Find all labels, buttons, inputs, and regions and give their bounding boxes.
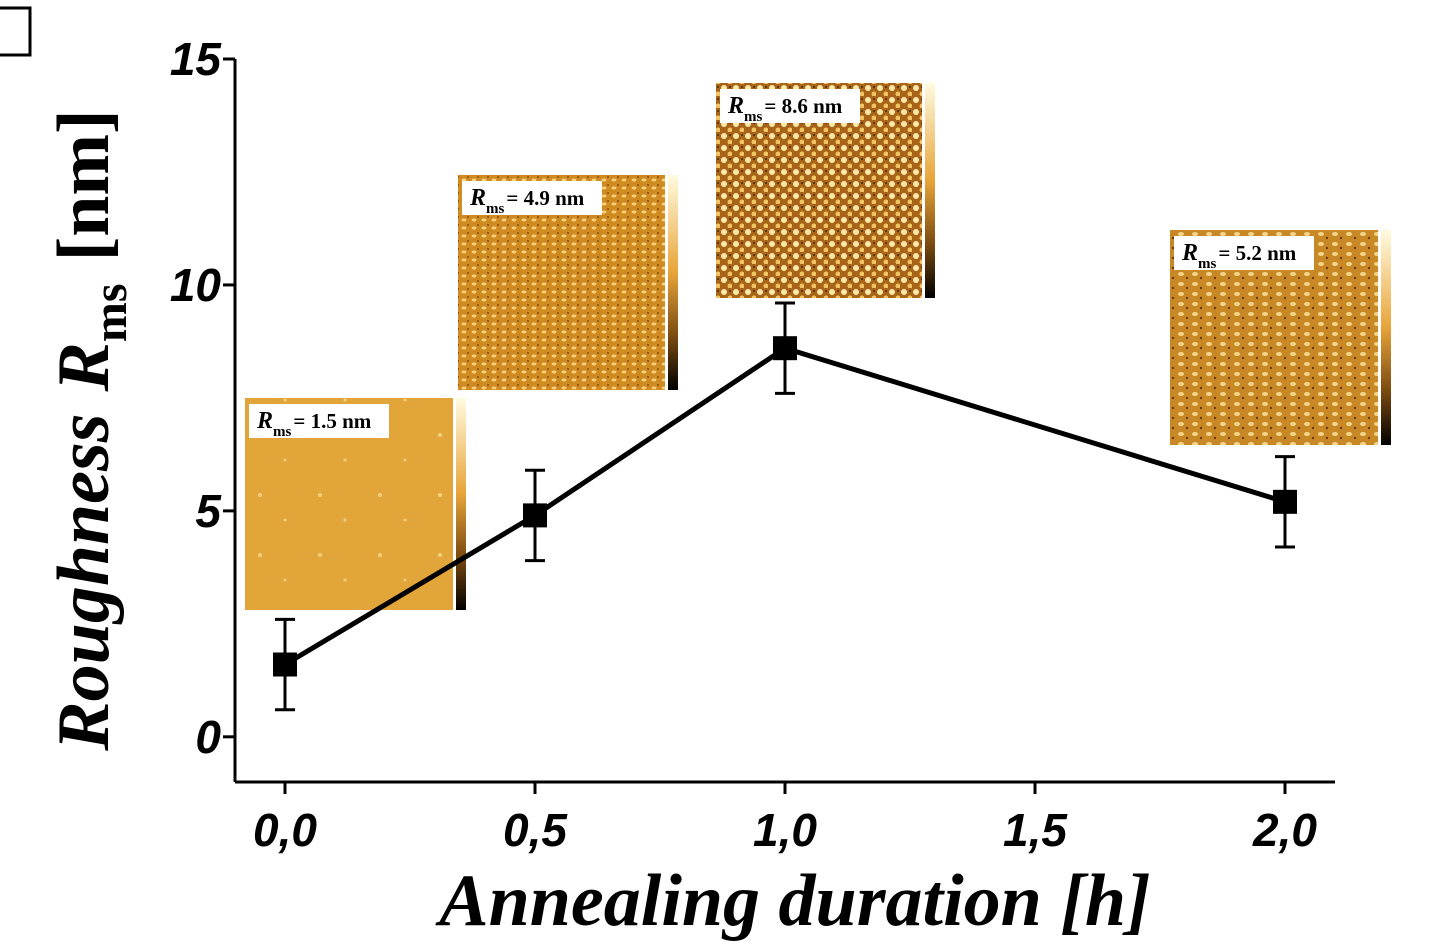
annotation-text: = 4.9 nm: [506, 186, 584, 210]
chart: Rms= 1.5 nmRms= 4.9 nmRms= 8.6 nmRms= 5.…: [0, 0, 1451, 942]
x-tick-label: 0,0: [253, 804, 317, 856]
y-tick-label: 0: [195, 711, 221, 763]
x-tick-label: 2,0: [1252, 804, 1317, 856]
annotation-text: = 5.2 nm: [1218, 241, 1296, 265]
annotation-text: = 8.6 nm: [764, 94, 842, 118]
annotation-symbol: R: [727, 93, 744, 119]
color-bar: [1381, 230, 1391, 445]
corner-frame: [0, 8, 30, 55]
annotation-text: = 1.5 nm: [293, 409, 371, 433]
data-point: [773, 336, 797, 360]
y-axis-title-subscript: ms: [84, 283, 137, 342]
y-tick-label: 15: [170, 33, 223, 85]
color-bar: [925, 83, 935, 298]
y-axis-title-main: Roughness: [43, 413, 125, 751]
color-bar: [668, 175, 678, 390]
annotation-subscript: ms: [486, 201, 504, 217]
y-axis-title: Roughness Rms [nm]: [43, 109, 137, 751]
y-tick-label: 10: [170, 259, 222, 311]
annotation-subscript: ms: [1198, 256, 1216, 272]
y-axis-title-unit: [nm]: [43, 109, 125, 261]
data-point: [1273, 490, 1297, 514]
annotation-symbol: R: [256, 408, 273, 434]
y-axis-title-symbol: R: [43, 342, 125, 392]
annotation-symbol: R: [1181, 240, 1198, 266]
annotation-subscript: ms: [744, 109, 762, 125]
y-tick-label: 5: [195, 485, 222, 537]
x-tick-label: 0,5: [503, 804, 568, 856]
color-bar: [456, 398, 466, 610]
x-tick-label: 1,0: [753, 804, 817, 856]
data-point: [523, 503, 547, 527]
annotation-symbol: R: [469, 185, 486, 211]
data-point: [273, 653, 297, 677]
annotation-subscript: ms: [273, 424, 291, 440]
x-axis-title: Annealing duration [h]: [435, 860, 1150, 942]
x-tick-label: 1,5: [1003, 804, 1068, 856]
